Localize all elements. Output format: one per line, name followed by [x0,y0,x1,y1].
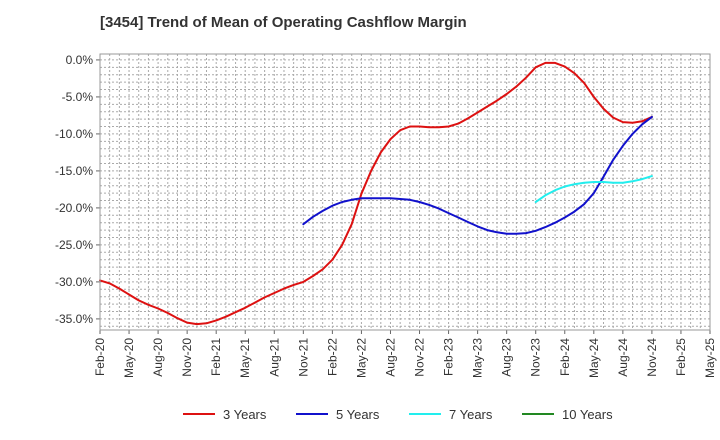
x-tick-label: May-20 [122,338,136,378]
legend-label: 10 Years [562,407,613,422]
y-tick-label: -25.0% [55,238,93,252]
series-line-3-years [99,61,653,326]
x-tick-label: Feb-23 [442,338,456,376]
x-tick-label: May-21 [238,338,252,378]
x-tick-label: Feb-21 [209,338,223,376]
x-tick-label: Nov-22 [413,338,427,377]
x-tick-label: May-25 [703,338,717,378]
x-tick-label: Aug-20 [151,338,165,377]
series-line-5-years [302,115,653,235]
legend: 3 Years 5 Years 7 Years 10 Years [183,407,613,422]
x-tick-label: May-23 [471,338,485,378]
x-tick-label: Aug-23 [500,338,514,377]
x-tick-label: Nov-23 [529,338,543,377]
series-line-7-years [534,175,653,203]
x-tick-label: Nov-21 [296,338,310,377]
x-axis-ticks: Feb-20 May-20 Aug-20 Nov-20 Feb-21 May-21 Aug-… [93,330,717,378]
x-tick-label: Aug-24 [616,338,630,377]
legend-label: 3 Years [223,407,267,422]
y-tick-label: -30.0% [55,275,93,289]
plot-frame [99,53,711,331]
series-lines [99,61,653,326]
x-tick-label: Feb-20 [93,338,107,376]
y-tick-label: -35.0% [55,312,93,326]
x-tick-label: Feb-22 [325,338,339,376]
x-tick-label: Feb-24 [558,338,572,376]
grid-layer [99,54,711,330]
y-tick-label: -20.0% [55,201,93,215]
x-tick-label: Nov-20 [180,338,194,377]
y-tick-label: -15.0% [55,164,93,178]
x-tick-label: Feb-25 [674,338,688,376]
legend-label: 5 Years [336,407,380,422]
x-tick-label: Aug-22 [383,338,397,377]
y-tick-label: 0.0% [66,53,94,67]
x-tick-label: May-22 [354,338,368,378]
x-tick-label: Nov-24 [645,338,659,377]
chart-title: [3454] Trend of Mean of Operating Cashfl… [100,14,467,31]
x-tick-label: May-24 [587,338,601,378]
y-axis-ticks: 0.0% -5.0% -10.0% -15.0% -20.0% -25.0% -30.0% -… [55,53,100,326]
legend-label: 7 Years [449,407,493,422]
y-tick-label: -5.0% [62,90,94,104]
y-tick-label: -10.0% [55,127,93,141]
x-tick-label: Aug-21 [267,338,281,377]
